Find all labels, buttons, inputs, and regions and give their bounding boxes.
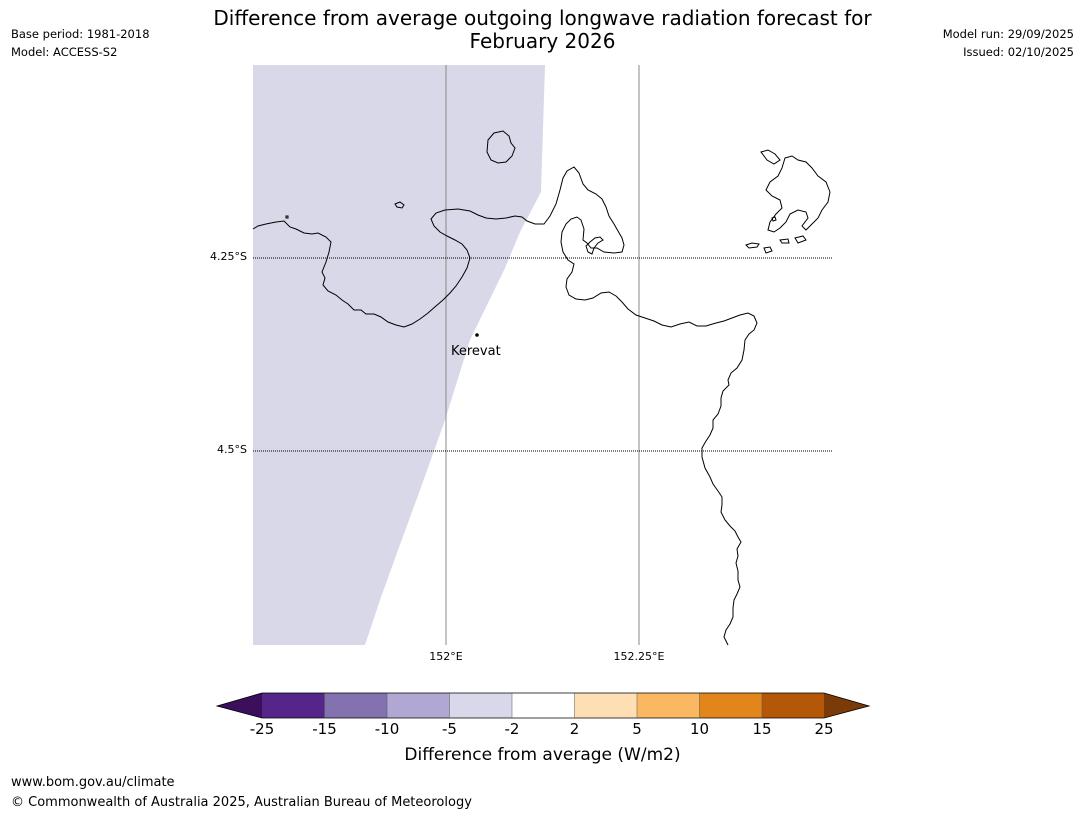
base-period-text: Base period: 1981-2018 bbox=[11, 27, 150, 41]
coastline-bay bbox=[585, 236, 604, 255]
model-text: Model: ACCESS-S2 bbox=[11, 45, 118, 59]
colorbar-arrow-right bbox=[824, 693, 869, 718]
colorbar-bin-8 bbox=[699, 693, 762, 718]
title-line-2: February 2026 bbox=[469, 29, 616, 53]
kerevat-label: Kerevat bbox=[451, 344, 501, 359]
colorbar-tick: -15 bbox=[312, 720, 337, 738]
lat-label-4-25: 4.25°S bbox=[210, 250, 247, 263]
lon-label-152: 152°E bbox=[429, 650, 463, 663]
lon-label-152-25: 152.25°E bbox=[613, 650, 665, 663]
coastline-main bbox=[252, 166, 758, 646]
footer-url: www.bom.gov.au/climate bbox=[11, 775, 175, 790]
chart-title: Difference from average outgoing longwav… bbox=[0, 7, 1085, 53]
colorbar-bin-4 bbox=[449, 693, 512, 718]
colorbar-tick: 5 bbox=[632, 720, 642, 738]
colorbar-tick: 2 bbox=[569, 720, 580, 738]
colorbar-tick: -25 bbox=[249, 720, 275, 738]
lat-label-4-5: 4.5°S bbox=[217, 443, 247, 456]
issued-text: Issued: 02/10/2025 bbox=[963, 45, 1074, 59]
colorbar-tick: 25 bbox=[814, 720, 834, 738]
colorbar-tick: 10 bbox=[689, 720, 710, 738]
colorbar-bin-2 bbox=[324, 693, 387, 718]
colorbar-tick: -2 bbox=[504, 720, 520, 738]
anomaly-shading bbox=[253, 65, 545, 645]
title-line-1: Difference from average outgoing longwav… bbox=[213, 6, 872, 30]
colorbar bbox=[215, 692, 871, 719]
meta-left: Base period: 1981-2018 Model: ACCESS-S2 bbox=[11, 25, 150, 61]
islet-small-1 bbox=[394, 201, 405, 209]
footer-copyright: © Commonwealth of Australia 2025, Austra… bbox=[11, 795, 472, 810]
kerevat-marker bbox=[475, 333, 479, 337]
colorbar-outline bbox=[215, 692, 871, 719]
colorbar-bin-6 bbox=[574, 693, 637, 718]
colorbar-bin-3 bbox=[387, 693, 450, 718]
islands-northeast bbox=[745, 149, 831, 254]
colorbar-tick: -5 bbox=[442, 720, 457, 738]
colorbar-tick: -10 bbox=[374, 720, 400, 738]
colorbar-bin-9 bbox=[762, 693, 824, 718]
meta-right: Model run: 29/09/2025 Issued: 02/10/2025 bbox=[943, 25, 1074, 61]
islet-north bbox=[486, 130, 516, 164]
colorbar-bin-5 bbox=[512, 693, 575, 718]
colorbar-arrow-left bbox=[217, 693, 262, 718]
colorbar-bin-1 bbox=[262, 693, 325, 718]
colorbar-bin-7 bbox=[637, 693, 700, 718]
model-run-text: Model run: 29/09/2025 bbox=[942, 27, 1074, 41]
colorbar-title: Difference from average (W/m2) bbox=[404, 745, 681, 765]
colorbar-tick: 15 bbox=[752, 720, 772, 738]
islet-small-2 bbox=[285, 215, 289, 219]
